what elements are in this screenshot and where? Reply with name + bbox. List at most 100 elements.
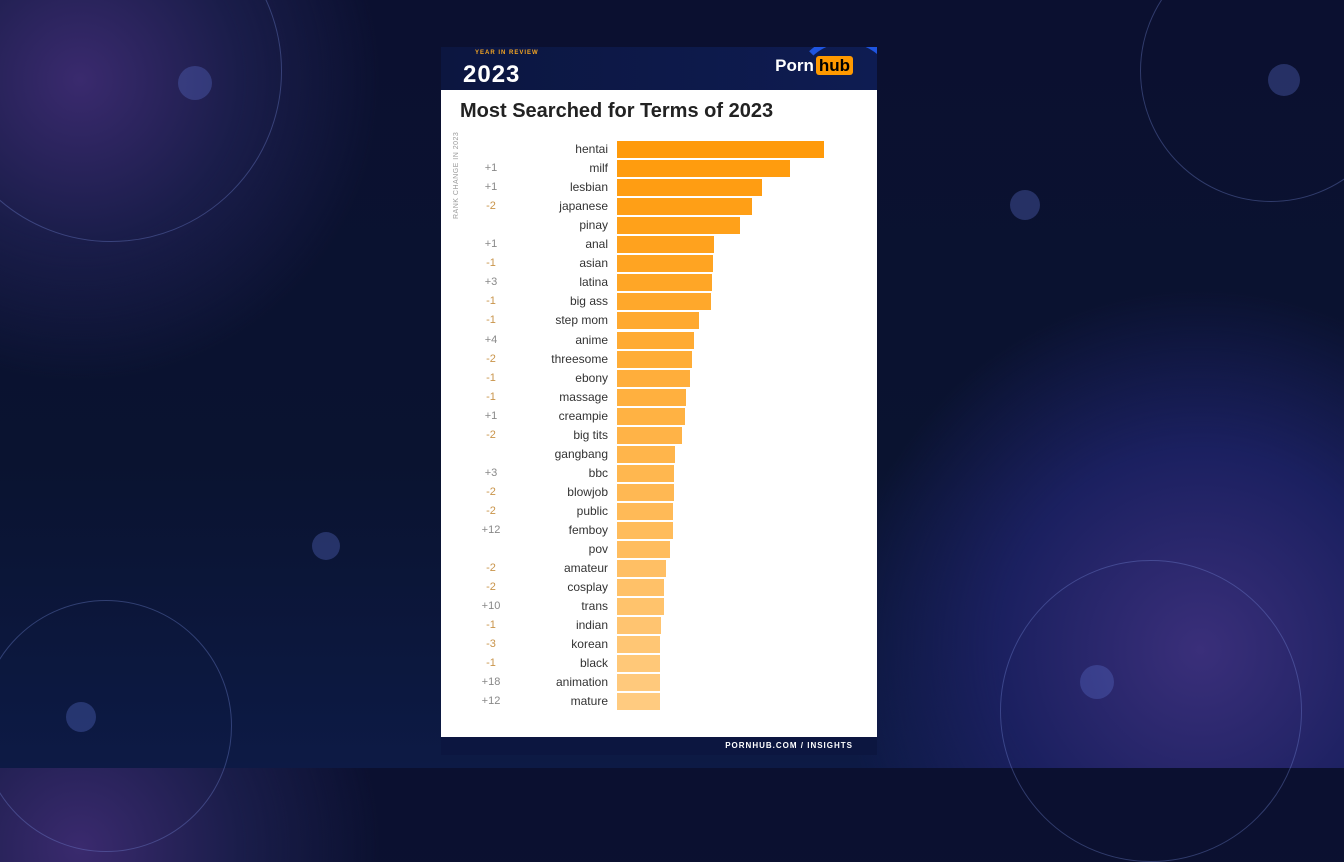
rank-change-label: -2: [486, 581, 496, 594]
rank-change-label: -2: [486, 352, 496, 365]
rank-change-label: -1: [486, 657, 496, 670]
rank-change-label: +1: [484, 162, 498, 175]
rank-change-label: +12: [481, 524, 501, 536]
bar: [617, 217, 740, 235]
bar: [617, 255, 713, 273]
term-label: amateur: [563, 561, 608, 576]
rank-change-label: -2: [486, 504, 496, 517]
bar-row: -2 big tits: [441, 426, 877, 444]
bar: [617, 388, 686, 406]
term-label: bbc: [588, 465, 608, 480]
footer-url: PORNHUB.COM / INSIGHTS: [725, 741, 853, 750]
bar: [617, 674, 660, 692]
bar-row: +4 anime: [441, 331, 877, 349]
decor-dot: [1010, 190, 1040, 220]
bar: [617, 331, 694, 349]
bar: [617, 198, 752, 216]
rank-change-label: -1: [486, 371, 496, 384]
bar: [617, 541, 670, 559]
brand-logo: Porn hub: [775, 56, 853, 76]
bar-row: +1 anal: [441, 236, 877, 254]
rank-change-label: +3: [484, 276, 498, 289]
term-label: japanese: [559, 199, 608, 214]
bar: [617, 655, 660, 673]
term-label: milf: [589, 161, 608, 176]
rank-change-label: -2: [486, 485, 496, 498]
rank-change-label: -1: [486, 257, 496, 270]
chart-title: Most Searched for Terms of 2023: [460, 100, 774, 122]
year-label: 2023: [463, 61, 521, 88]
bar-row: -1 indian: [441, 617, 877, 635]
rank-change-label: +3: [484, 466, 498, 479]
bar-row: -1 ebony: [441, 369, 877, 387]
rank-change-label: -1: [486, 314, 496, 327]
bar: [617, 560, 666, 578]
bar-row: hentai: [441, 141, 877, 158]
bar-row: -1 big ass: [441, 293, 877, 311]
term-label: lesbian: [569, 180, 608, 195]
term-label: korean: [571, 637, 608, 652]
swoosh-decor: [441, 737, 501, 755]
bar-row: +1 milf: [441, 160, 877, 178]
header-banner: YEAR IN REVIEW 2023 Porn hub: [441, 47, 877, 90]
decor-dot: [1080, 665, 1114, 699]
bar: [617, 636, 660, 654]
rank-change-label: +1: [484, 238, 498, 251]
bar: [617, 445, 675, 463]
term-label: big tits: [573, 427, 608, 442]
bar: [617, 274, 712, 292]
bar-row: +12 mature: [441, 693, 877, 711]
bar-row: gangbang: [441, 445, 877, 463]
decor-dot: [66, 702, 96, 732]
rank-change-label: +12: [481, 695, 501, 708]
decor-dot: [178, 66, 212, 100]
bar: [617, 426, 682, 444]
term-label: anime: [575, 332, 608, 347]
term-label: massage: [559, 389, 608, 404]
bar: [617, 141, 824, 158]
rank-change-label: -2: [486, 562, 496, 575]
bar-row: +1 creampie: [441, 407, 877, 425]
term-label: mature: [570, 694, 608, 709]
term-label: threesome: [551, 351, 608, 366]
decor-dot: [312, 532, 340, 560]
term-label: ebony: [575, 370, 608, 385]
term-label: black: [579, 656, 608, 671]
term-label: anal: [585, 237, 608, 252]
bar-row: pinay: [441, 217, 877, 235]
term-label: big ass: [569, 294, 608, 309]
decor-ring: [0, 0, 282, 242]
bar-row: -2 japanese: [441, 198, 877, 216]
bar: [617, 598, 664, 616]
bar: [617, 483, 674, 501]
decor-ring: [1140, 0, 1344, 202]
bar-row: -2 amateur: [441, 560, 877, 578]
term-label: trans: [581, 599, 608, 614]
bar-row: -1 asian: [441, 255, 877, 273]
term-label: step mom: [555, 313, 608, 328]
bar-row: -2 threesome: [441, 350, 877, 368]
decor-dot: [1268, 64, 1300, 96]
decor-ring: [0, 600, 232, 852]
bar: [617, 293, 711, 311]
bar-row: -2 blowjob: [441, 483, 877, 501]
bar: [617, 236, 714, 254]
rank-change-label: -2: [486, 428, 496, 441]
bar-row: -1 massage: [441, 388, 877, 406]
bar-row: +3 bbc: [441, 464, 877, 482]
bar-row: +3 latina: [441, 274, 877, 292]
term-label: pinay: [579, 218, 608, 233]
term-label: asian: [579, 256, 608, 271]
bar: [617, 464, 674, 482]
rank-change-label: +18: [481, 676, 501, 689]
bar-row: -1 black: [441, 655, 877, 673]
rank-change-label: -1: [486, 390, 496, 403]
bar: [617, 522, 673, 539]
bar: [617, 617, 661, 635]
rank-change-label: -1: [486, 619, 496, 632]
bar-row: -1 step mom: [441, 312, 877, 330]
term-label: gangbang: [554, 446, 608, 461]
bar-row: -3 korean: [441, 636, 877, 654]
bar-row: +1 lesbian: [441, 179, 877, 197]
bar: [617, 502, 673, 520]
